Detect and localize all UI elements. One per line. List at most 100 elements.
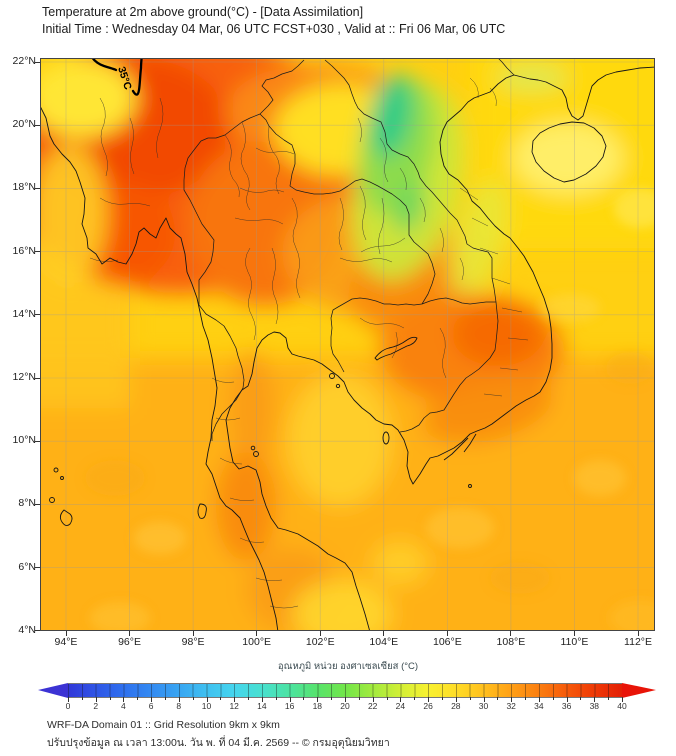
- lat-tick-label: 16°N: [12, 244, 36, 257]
- colorbar-tick-label: 4: [121, 701, 126, 711]
- footer-update-info: ปรับปรุงข้อมูล ณ เวลา 13:00น. วัน พ. ที่…: [47, 737, 390, 749]
- map-border: [40, 58, 655, 631]
- lon-tick-label: 96°E: [118, 636, 141, 648]
- colorbar-tick-label: 12: [229, 701, 239, 711]
- lon-tick-mark: [573, 631, 575, 636]
- lat-tick-label: 14°N: [12, 307, 36, 320]
- colorbar-tick-mark: [483, 697, 485, 702]
- colorbar-tick-mark: [317, 697, 319, 702]
- colorbar-tick-label: 2: [93, 701, 99, 711]
- colorbar-tick-mark: [358, 697, 360, 700]
- colorbar-tick-label: 10: [201, 701, 212, 711]
- colorbar-tick-mark: [400, 697, 402, 702]
- lat-tick-mark: [35, 567, 40, 569]
- colorbar-tick-label: 14: [257, 701, 267, 711]
- colorbar-tick-mark: [538, 697, 540, 702]
- lat-tick-label: 22°N: [12, 55, 36, 67]
- lon-tick-mark: [129, 631, 131, 636]
- colorbar-tick-label: 16: [284, 701, 295, 711]
- colorbar-tick-label: 38: [589, 701, 600, 711]
- colorbar-tick-label: 18: [312, 701, 323, 711]
- lat-tick-mark: [35, 124, 40, 126]
- map-plot-area: 35°C: [0, 18, 676, 688]
- lon-tick-label: 112°E: [624, 636, 652, 648]
- colorbar-tick-label: 24: [395, 701, 406, 711]
- colorbar-right-arrow: [622, 683, 656, 698]
- footer-domain-info: WRF-DA Domain 01 :: Grid Resolution 9km …: [47, 719, 280, 731]
- colorbar-tick-label: 20: [340, 701, 350, 711]
- lon-tick-mark: [256, 631, 258, 636]
- colorbar-tick-mark: [497, 697, 499, 700]
- colorbar-gradient: [68, 683, 622, 698]
- colorbar-tick-label: 0: [65, 701, 71, 711]
- country-borders: [183, 57, 515, 441]
- lon-tick-mark: [383, 631, 385, 636]
- colorbar-tick-mark: [95, 697, 97, 702]
- colorbar-left-arrow: [38, 683, 68, 698]
- lat-tick-mark: [35, 503, 40, 505]
- colorbar-tick-mark: [511, 697, 513, 702]
- lat-tick-label: 8°N: [18, 497, 36, 510]
- colorbar-tick-label: 36: [561, 701, 572, 711]
- colorbar-tick-mark: [608, 697, 610, 700]
- colorbar-tick-mark: [220, 697, 222, 700]
- colorbar-tick-mark: [109, 697, 111, 700]
- colorbar-tick-mark: [164, 697, 166, 700]
- lon-tick-label: 110°E: [560, 636, 589, 648]
- colorbar-tick-label: 32: [506, 701, 516, 711]
- colorbar-tick-mark: [331, 697, 333, 700]
- lon-tick-label: 98°E: [181, 636, 205, 648]
- colorbar-tick-mark: [261, 697, 263, 702]
- lon-tick-label: 108°E: [496, 636, 526, 648]
- colorbar-tick-label: 26: [423, 701, 433, 711]
- lat-tick-mark: [35, 440, 40, 442]
- colorbar-tick-mark: [123, 697, 125, 702]
- coastlines: [39, 66, 657, 633]
- colorbar-tick-label: 6: [148, 701, 154, 711]
- graticule-grid: [40, 58, 655, 631]
- colorbar-tick-mark: [345, 697, 346, 702]
- heat-layer: [0, 18, 676, 688]
- lat-tick-label: 10°N: [12, 434, 36, 447]
- lat-tick-label: 18°N: [12, 181, 36, 194]
- colorbar-tick-mark: [594, 697, 596, 702]
- temperature-map-svg: 35°C: [0, 18, 676, 688]
- lon-tick-label: 106°E: [432, 636, 462, 648]
- lon-tick-label: 100°E: [242, 636, 272, 648]
- colorbar-tick-mark: [206, 697, 208, 702]
- colorbar-tick-label: 28: [451, 701, 461, 711]
- colorbar-tick-mark: [137, 697, 139, 700]
- colorbar-tick-label: 30: [478, 701, 489, 711]
- lon-tick-mark: [192, 631, 194, 636]
- lon-tick-label: 94°E: [54, 636, 78, 648]
- colorbar-tick-mark: [151, 697, 153, 702]
- lon-tick-mark: [446, 631, 448, 636]
- lon-tick-mark: [65, 631, 67, 636]
- colorbar-tick-label: 40: [617, 701, 627, 711]
- colorbar-tick-mark: [275, 697, 277, 700]
- colorbar-title: อุณหภูมิ หน่วย องศาเซลเซียส (°C): [277, 661, 419, 672]
- colorbar-tick-mark: [428, 697, 430, 702]
- colorbar-tick-mark: [68, 697, 69, 702]
- colorbar-tick-mark: [552, 697, 554, 700]
- colorbar-tick-mark: [386, 697, 388, 700]
- colorbar-tick-mark: [469, 697, 471, 700]
- lat-tick-mark: [35, 61, 40, 63]
- colorbar-tick-mark: [622, 697, 623, 702]
- lon-tick-label: 104°E: [369, 636, 399, 648]
- lat-tick-label: 4°N: [18, 623, 36, 636]
- lon-tick-mark: [319, 631, 321, 636]
- colorbar-tick-mark: [248, 697, 250, 700]
- lat-tick-mark: [35, 630, 40, 632]
- province-borders: [89, 77, 529, 609]
- colorbar-tick-mark: [566, 697, 568, 702]
- colorbar-tick-label: 34: [534, 701, 544, 711]
- lon-tick-mark: [510, 631, 512, 636]
- lon-tick-mark: [637, 631, 639, 636]
- colorbar-tick-label: 22: [367, 701, 378, 711]
- colorbar-tick-mark: [580, 697, 582, 700]
- map-title: Temperature at 2m above ground(°C) - [Da…: [42, 5, 364, 19]
- colorbar-tick-mark: [81, 697, 83, 700]
- lat-tick-label: 20°N: [12, 118, 36, 131]
